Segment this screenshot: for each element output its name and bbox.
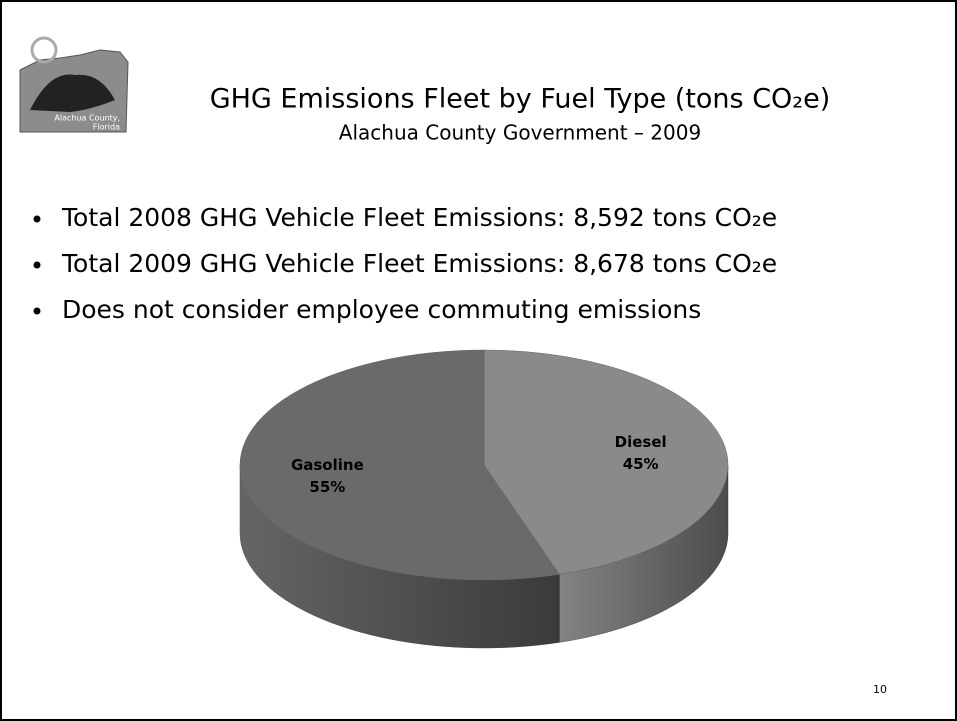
bullet-list: Total 2008 GHG Vehicle Fleet Emissions: … <box>33 203 777 324</box>
chart-title: GHG Emissions Fleet by Fuel Type (tons C… <box>210 84 831 115</box>
bullet-text: Total 2008 GHG Vehicle Fleet Emissions: … <box>61 203 777 232</box>
pie-side-shade <box>559 465 728 643</box>
slice-value-label: 45% <box>623 455 659 473</box>
slice-value-label: 55% <box>309 478 345 496</box>
bullet-dot <box>33 307 41 315</box>
logo: Alachua County, Florida <box>19 36 129 133</box>
bullet-dot <box>33 215 41 223</box>
pie-side-shade <box>240 465 560 648</box>
chart-subtitle: Alachua County Government – 2009 <box>339 121 701 145</box>
logo-text: Florida <box>93 123 120 132</box>
logo-text: Alachua County, <box>54 114 120 123</box>
slice-label: Gasoline <box>291 456 364 474</box>
page-number: 10 <box>873 683 887 696</box>
bullet-text: Does not consider employee commuting emi… <box>62 295 701 324</box>
bullet-text: Total 2009 GHG Vehicle Fleet Emissions: … <box>61 249 777 278</box>
slice-label: Diesel <box>615 433 667 451</box>
logo-ring <box>30 36 58 64</box>
logo-tree <box>30 74 115 112</box>
pie-slice <box>239 349 560 581</box>
pie-chart: Diesel 45% Gasoline 55% <box>239 349 729 649</box>
bullet-dot <box>33 261 41 269</box>
pie-slice <box>483 349 729 575</box>
